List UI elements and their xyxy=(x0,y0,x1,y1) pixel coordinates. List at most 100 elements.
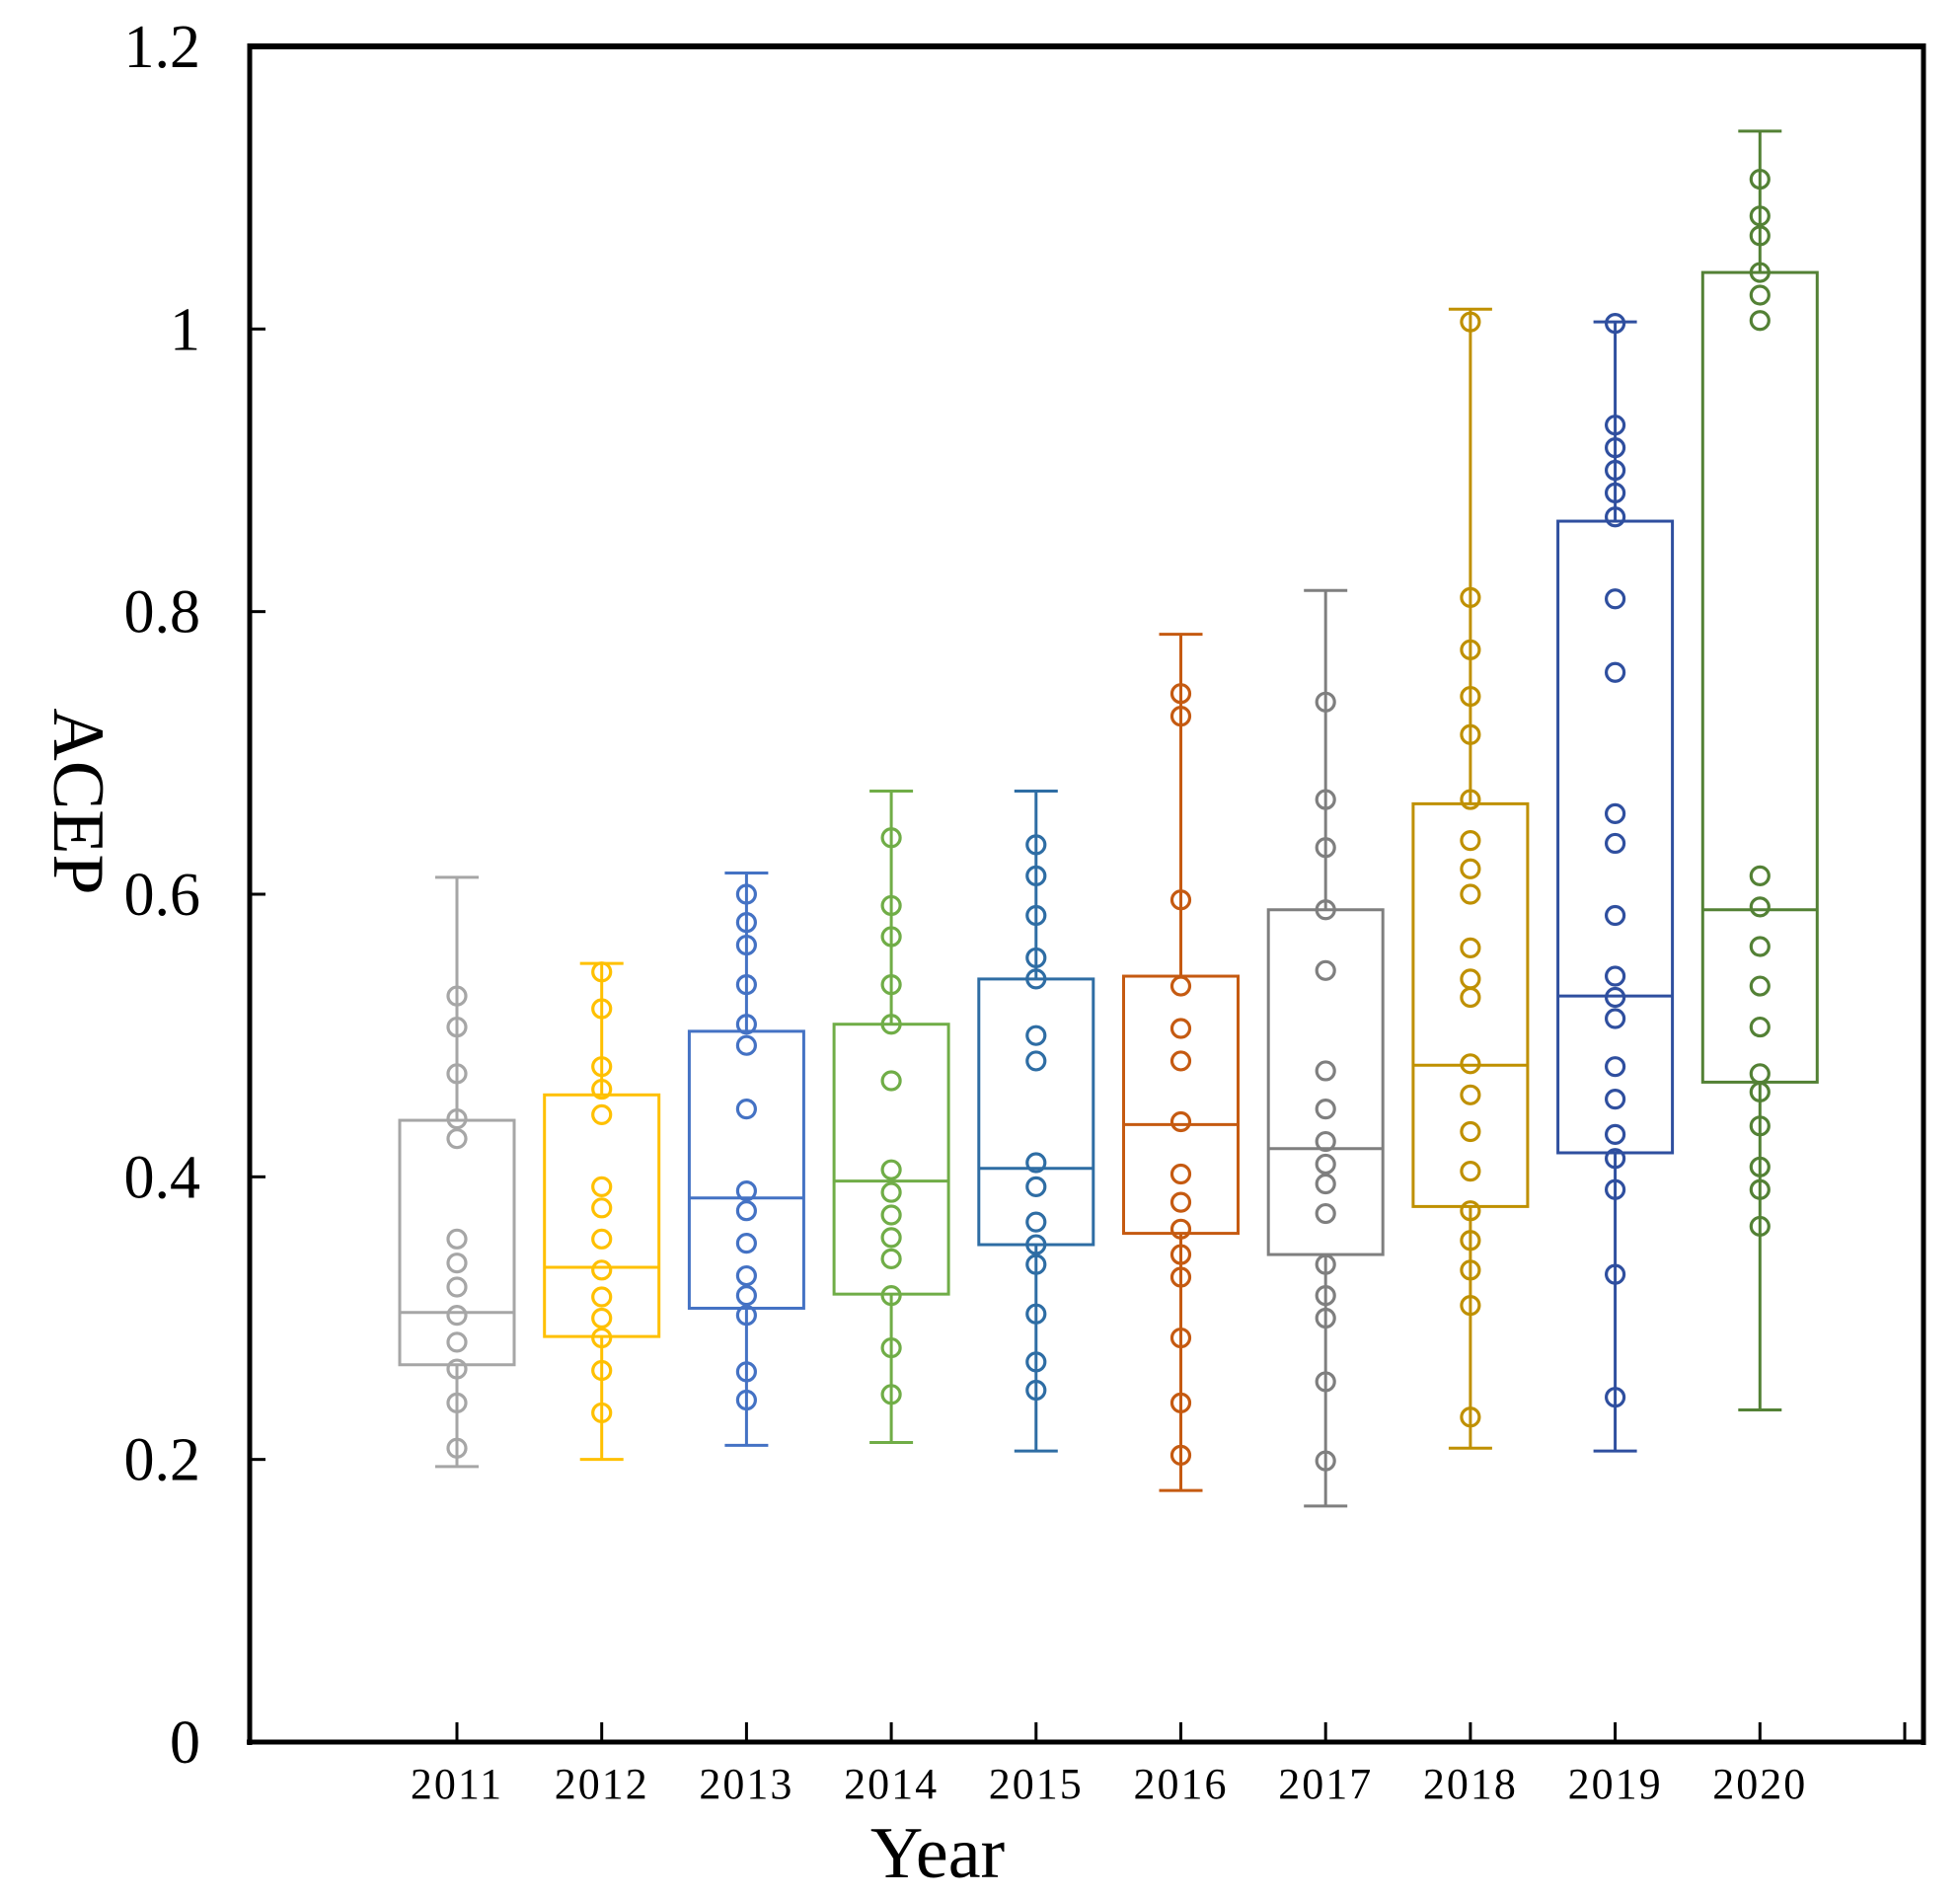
box-iqr xyxy=(398,1118,516,1367)
data-point xyxy=(1460,586,1481,608)
data-point xyxy=(1604,506,1626,528)
data-point xyxy=(1169,1444,1192,1466)
data-point xyxy=(446,1276,468,1298)
data-point xyxy=(735,1014,758,1035)
y-tick-label: 1.2 xyxy=(124,14,201,81)
data-point xyxy=(1025,1234,1047,1255)
data-point xyxy=(1169,1191,1192,1213)
x-axis-ticks: 2011 2012 2013 2014 2015 2016 2017 2018 2019 2020 xyxy=(411,1722,1907,1808)
data-point xyxy=(880,926,902,948)
y-axis-ticks: 0 0.2 0.4 0.6 0.8 1 1.2 xyxy=(124,14,265,1777)
data-point xyxy=(1460,1295,1481,1317)
data-point xyxy=(1749,1215,1771,1238)
data-point xyxy=(1315,1060,1336,1082)
data-point xyxy=(1169,1110,1192,1133)
data-point xyxy=(1460,789,1481,810)
data-point xyxy=(591,1197,613,1219)
x-tick-label: 2013 xyxy=(699,1760,793,1808)
data-point xyxy=(1460,937,1481,959)
data-point xyxy=(1604,986,1626,1009)
data-point xyxy=(1025,1379,1047,1402)
box-group-2013 xyxy=(687,872,805,1447)
x-tick-label: 2020 xyxy=(1712,1760,1807,1808)
y-tick-label: 0.8 xyxy=(124,579,201,646)
data-point xyxy=(1315,899,1336,921)
data-point xyxy=(1025,947,1047,969)
data-point xyxy=(1460,883,1481,905)
data-point xyxy=(1025,904,1047,927)
data-point xyxy=(1460,986,1481,1009)
data-point xyxy=(591,1307,613,1329)
data-point xyxy=(1315,1284,1336,1307)
data-point xyxy=(1169,1050,1192,1072)
data-point xyxy=(1025,1152,1047,1174)
data-point xyxy=(880,1181,902,1203)
data-point xyxy=(1025,1211,1047,1233)
data-point xyxy=(1025,968,1047,990)
data-point xyxy=(591,1359,613,1382)
data-point xyxy=(1749,284,1771,306)
data-point xyxy=(591,1327,613,1349)
data-point xyxy=(735,1233,758,1254)
box-group-2017 xyxy=(1266,588,1385,1508)
data-point xyxy=(1025,1303,1047,1325)
data-point xyxy=(1169,706,1192,727)
data-point xyxy=(735,1264,758,1287)
x-tick-label: 2015 xyxy=(989,1760,1084,1808)
data-point xyxy=(591,1402,613,1424)
data-point xyxy=(1749,205,1771,227)
data-point xyxy=(880,1284,902,1307)
data-point xyxy=(1025,1351,1047,1373)
x-tick-label: 2011 xyxy=(411,1760,503,1808)
data-point xyxy=(880,1227,902,1249)
data-point xyxy=(446,985,468,1007)
data-point xyxy=(735,1200,758,1222)
data-point xyxy=(1604,415,1626,436)
data-point xyxy=(1749,1115,1771,1137)
box-iqr xyxy=(1266,908,1385,1256)
data-point xyxy=(735,974,758,996)
y-tick-label: 0.6 xyxy=(124,862,201,929)
data-point xyxy=(1460,1120,1481,1143)
data-point xyxy=(735,1389,758,1411)
data-point xyxy=(1169,1327,1192,1349)
data-point xyxy=(1749,865,1771,886)
data-point xyxy=(880,827,902,849)
data-point xyxy=(1025,1025,1047,1046)
data-point xyxy=(1749,975,1771,997)
data-point xyxy=(591,1056,613,1078)
x-tick-label: 2016 xyxy=(1134,1760,1229,1808)
data-point xyxy=(446,1305,468,1327)
y-tick-label: 1 xyxy=(170,296,200,363)
box-group-2018 xyxy=(1411,307,1530,1450)
data-point xyxy=(1604,1088,1626,1110)
box-group-2015 xyxy=(977,789,1095,1453)
data-point xyxy=(1604,965,1626,987)
box-group-2016 xyxy=(1122,633,1240,1492)
data-point xyxy=(1169,683,1192,705)
data-point xyxy=(446,1253,468,1274)
box-group-2012 xyxy=(543,961,661,1462)
data-point xyxy=(591,1078,613,1101)
box-series xyxy=(398,129,1819,1508)
box-iqr xyxy=(1556,519,1675,1155)
data-point xyxy=(1315,1130,1336,1153)
data-point xyxy=(735,1180,758,1202)
data-point xyxy=(1315,1307,1336,1329)
data-point xyxy=(1749,1016,1771,1038)
data-point xyxy=(446,1331,468,1353)
data-point xyxy=(1749,262,1771,283)
data-point xyxy=(1604,482,1626,504)
data-point xyxy=(880,1159,902,1180)
x-tick-label: 2012 xyxy=(555,1760,649,1808)
data-point xyxy=(1315,789,1336,810)
data-point xyxy=(1604,1387,1626,1408)
data-point xyxy=(1169,1266,1192,1288)
data-point xyxy=(1315,1371,1336,1393)
data-point xyxy=(880,1014,902,1035)
data-point xyxy=(446,1392,468,1414)
data-point xyxy=(591,961,613,983)
y-tick-label: 0.2 xyxy=(124,1427,201,1494)
x-axis-title: Year xyxy=(870,1813,1005,1894)
